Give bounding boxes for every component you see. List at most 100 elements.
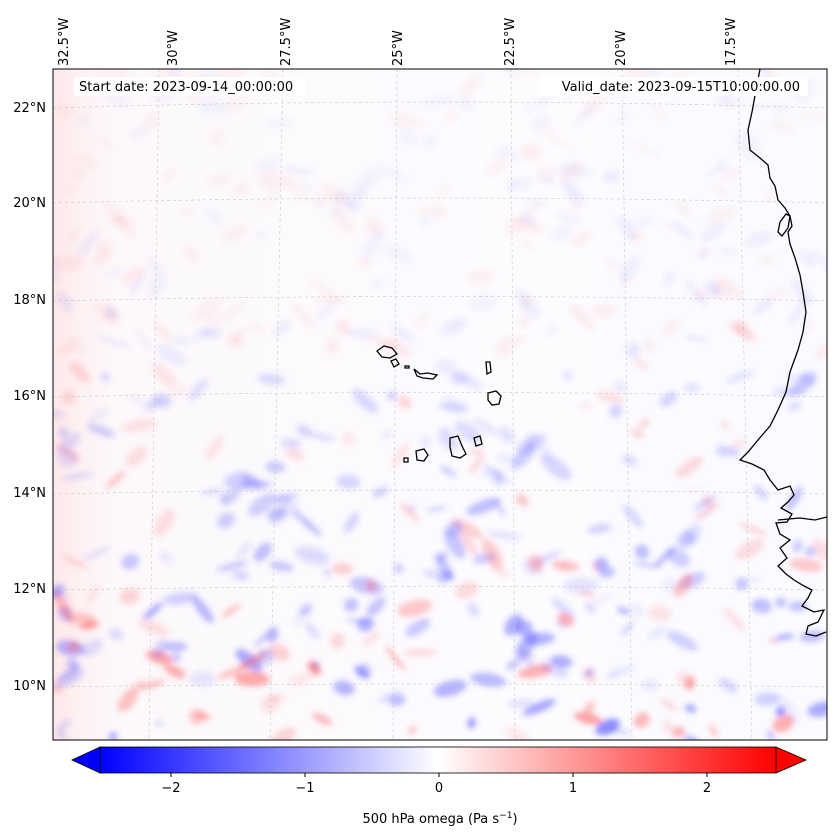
omega-blob-ascent [550,655,573,668]
lat-label-22n: 22°N [13,101,46,116]
valid-date-label: Valid_date: 2023-09-15T10:00:00.00 [562,80,800,95]
omega-blob-descent [311,280,338,302]
omega-blob-ascent [775,695,799,725]
omega-blob-descent [70,155,96,162]
omega-blob-descent [705,206,738,225]
fogo-island [415,448,429,462]
omega-blob-ascent [108,731,118,740]
omega-blob-descent [661,719,673,734]
omega-blob-ascent [333,190,351,206]
omega-blob-ascent [273,321,291,336]
omega-blob-ascent [344,598,359,612]
omega-blob-descent [767,120,795,134]
omega-blob-ascent [107,92,130,108]
omega-blob-descent [759,253,776,268]
omega-blob-ascent [807,701,827,718]
omega-blob-ascent [785,486,803,511]
omega-blob-ascent [255,231,267,237]
colorbar-tick-1: 1 [569,781,577,796]
omega-blob-ascent [219,493,229,503]
omega-blob-descent [591,304,617,317]
omega-blob-descent [270,727,296,740]
omega-blob-ascent [536,551,561,563]
omega-blob-descent [487,154,508,176]
omega-blob-descent [571,231,592,247]
omega-blob-descent [721,167,741,182]
omega-blob-ascent [422,94,457,108]
omega-blob-descent [69,228,80,245]
omega-blob-ascent [619,256,640,283]
omega-blob-ascent [384,246,413,262]
omega-blob-ascent [95,336,131,348]
omega-blob-descent [495,335,527,349]
omega-blob-descent [256,197,279,207]
omega-blob-descent [469,449,484,455]
omega-blob-ascent [587,523,612,534]
omega-blob-descent [673,573,693,597]
start-date-label: Start date: 2023-09-14_00:00:00 [79,80,293,95]
lon-label-27-5w: 27.5°W [279,18,294,66]
omega-blob-descent [170,385,190,398]
omega-blob-ascent [450,372,470,385]
omega-blob-ascent [540,660,569,678]
brava-island [403,457,409,463]
omega-blob-descent [629,142,662,158]
omega-blob-descent [716,275,743,300]
omega-blob-descent [414,313,429,330]
omega-blob-descent [815,344,827,361]
omega-blob-ascent [236,540,252,560]
colorbar-label-exponent: −1 [499,811,512,821]
omega-blob-ascent [361,229,386,259]
omega-blob-descent [292,304,314,328]
omega-blob-ascent [621,621,634,636]
omega-blob-ascent [345,199,361,212]
omega-blob-descent [227,90,248,114]
omega-blob-descent [685,486,704,491]
omega-blob-descent [332,207,354,234]
omega-blob-ascent [269,561,294,572]
omega-blob-ascent [440,318,467,335]
omega-blob-ascent [792,540,803,553]
omega-blob-descent [802,324,814,332]
omega-blob-descent [283,174,308,202]
omega-blob-ascent [754,692,780,706]
omega-blob-ascent [206,207,222,227]
omega-blob-descent [74,346,86,355]
omega-blob-ascent [716,444,729,458]
omega-blob-ascent [667,548,690,567]
lat-label-20n: 20°N [13,196,46,211]
omega-blob-descent [265,170,290,189]
omega-blob-ascent [254,625,278,647]
omega-blob-ascent [129,126,151,140]
omega-blob-ascent [773,102,789,115]
omega-blob-ascent [798,373,815,386]
omega-blob-descent [99,137,113,148]
omega-blob-ascent [381,431,392,438]
omega-blob-descent [209,130,226,146]
omega-blob-descent [734,320,748,334]
omega-blob-ascent [740,129,764,154]
lon-label-17-5w: 17.5°W [724,18,739,66]
omega-blob-descent [232,182,250,197]
omega-blob-descent [331,562,353,575]
omega-blob-descent [184,245,199,263]
omega-blob-descent [232,327,248,340]
omega-blob-descent [547,134,576,152]
omega-blob-descent [67,614,98,629]
omega-blob-ascent [247,493,277,517]
omega-blob-ascent [104,305,118,321]
omega-blob-ascent [170,652,182,663]
omega-blob-descent [207,174,232,185]
omega-blob-ascent [143,602,163,620]
omega-blob-ascent [666,631,698,651]
omega-blob-ascent [751,598,772,614]
omega-blob-ascent [264,119,293,126]
omega-blob-ascent [719,247,739,255]
omega-blob-ascent [547,325,556,336]
omega-blob-descent [105,470,126,489]
omega-blob-descent [467,270,495,286]
omega-blob-ascent [419,215,431,227]
omega-blob-descent [798,110,824,119]
omega-blob-descent [360,257,372,268]
omega-blob-descent [67,184,76,193]
